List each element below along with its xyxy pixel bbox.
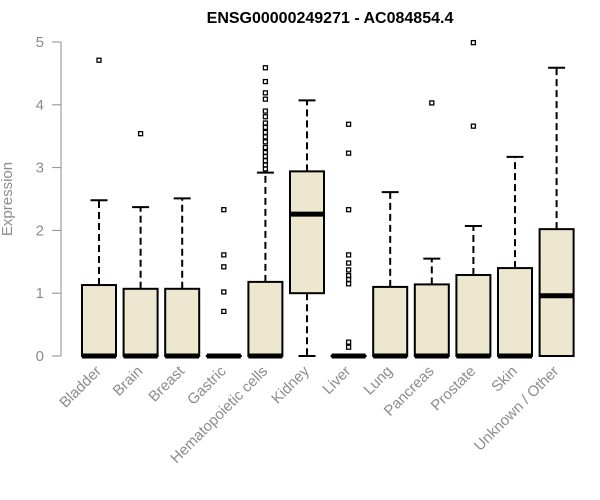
outlier-point	[345, 150, 352, 156]
y-axis-label: Expression	[0, 162, 16, 236]
x-tick-label: Kidney	[268, 362, 313, 407]
x-tick-label: Breast	[145, 362, 188, 405]
box-group	[372, 191, 409, 359]
outlier-point	[262, 96, 269, 102]
y-axis: 0 1 2 3 4 5	[36, 34, 62, 365]
y-tick-label: 3	[36, 160, 44, 177]
box-iqr	[164, 287, 201, 357]
chart-title: ENSG00000249271 - AC084854.4	[207, 10, 454, 27]
outlier-point	[262, 90, 269, 96]
x-tick-label: Liver	[319, 363, 354, 398]
outlier-point	[262, 144, 269, 151]
outlier-point	[262, 134, 269, 140]
y-tick-label: 5	[36, 34, 44, 51]
outlier-point	[262, 65, 269, 71]
outlier-point	[345, 207, 352, 213]
outlier-point	[221, 252, 227, 258]
x-tick-label: Bladder	[56, 363, 105, 412]
outlier-point	[429, 100, 435, 106]
box-group	[455, 39, 492, 359]
outlier-point	[345, 276, 352, 283]
outlier-point	[345, 267, 352, 273]
x-tick-label: Skin	[488, 363, 521, 396]
box-group	[413, 100, 450, 359]
box-iqr	[538, 228, 575, 357]
box-group	[538, 66, 575, 357]
box-iqr	[497, 267, 533, 357]
outlier-point	[262, 124, 269, 131]
outlier-point	[345, 344, 352, 350]
outlier-point	[262, 78, 269, 85]
outlier-point	[262, 158, 269, 164]
outlier-point	[96, 57, 102, 63]
box-group	[205, 207, 242, 359]
x-tick-label: Lung	[360, 363, 396, 399]
outlier-point	[262, 166, 269, 172]
y-tick-label: 1	[36, 285, 44, 302]
outlier-point	[262, 120, 269, 126]
outlier-point	[262, 114, 269, 120]
box-group	[497, 155, 533, 359]
y-tick-label: 2	[36, 222, 44, 239]
outlier-point	[345, 252, 352, 258]
y-tick-label: 4	[36, 97, 44, 114]
box-group	[330, 121, 367, 359]
outlier-point	[221, 289, 227, 295]
box-iqr	[122, 287, 159, 357]
outlier-point	[262, 139, 269, 145]
outlier-point	[221, 264, 227, 270]
outlier-point	[137, 131, 144, 137]
box-iqr	[455, 273, 492, 358]
box-group	[247, 65, 284, 359]
outlier-point	[345, 121, 352, 127]
x-tick-label: Prostate	[428, 363, 480, 415]
outlier-point	[470, 123, 477, 129]
plot-area	[81, 39, 575, 359]
x-tick-label: Brain	[110, 363, 147, 400]
outlier-point	[221, 308, 227, 315]
outlier-point	[262, 129, 269, 136]
outlier-point	[262, 108, 269, 114]
outlier-point	[345, 339, 352, 345]
outlier-point	[470, 39, 477, 46]
box-iqr	[289, 170, 325, 295]
outlier-point	[345, 281, 352, 287]
outlier-point	[262, 153, 269, 159]
box-group	[164, 197, 201, 359]
box-iqr	[372, 285, 409, 358]
box-iqr	[81, 284, 117, 358]
box-iqr	[247, 280, 284, 357]
box-iqr	[413, 283, 450, 357]
outlier-point	[345, 260, 352, 266]
box-group	[289, 99, 325, 357]
box-group	[122, 131, 159, 359]
outlier-point	[221, 207, 227, 213]
box-group	[81, 57, 117, 359]
y-tick-label: 0	[36, 348, 44, 365]
